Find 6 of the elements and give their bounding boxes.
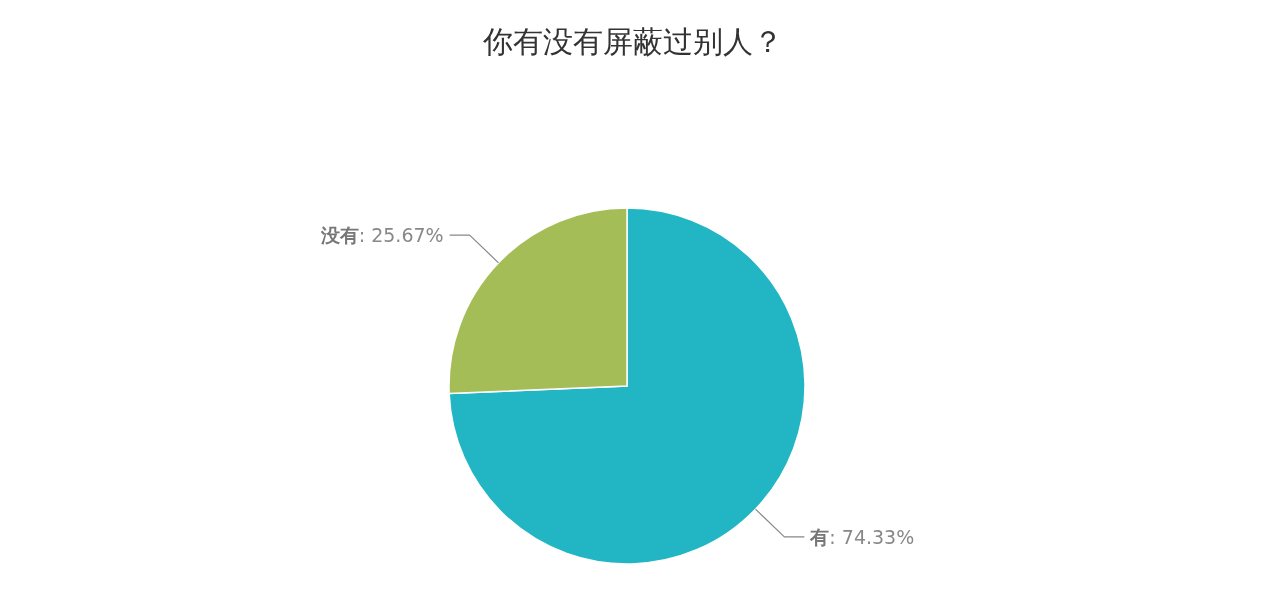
pie-slice — [448, 207, 806, 565]
data-label: : 25.67% — [358, 224, 444, 247]
slice-label: 没有 — [319, 224, 359, 247]
chart-title: 你有没有屏蔽过别人？ — [481, 23, 784, 61]
data-label: : 74.33% — [829, 525, 915, 548]
slice-label: 有 — [809, 525, 830, 548]
